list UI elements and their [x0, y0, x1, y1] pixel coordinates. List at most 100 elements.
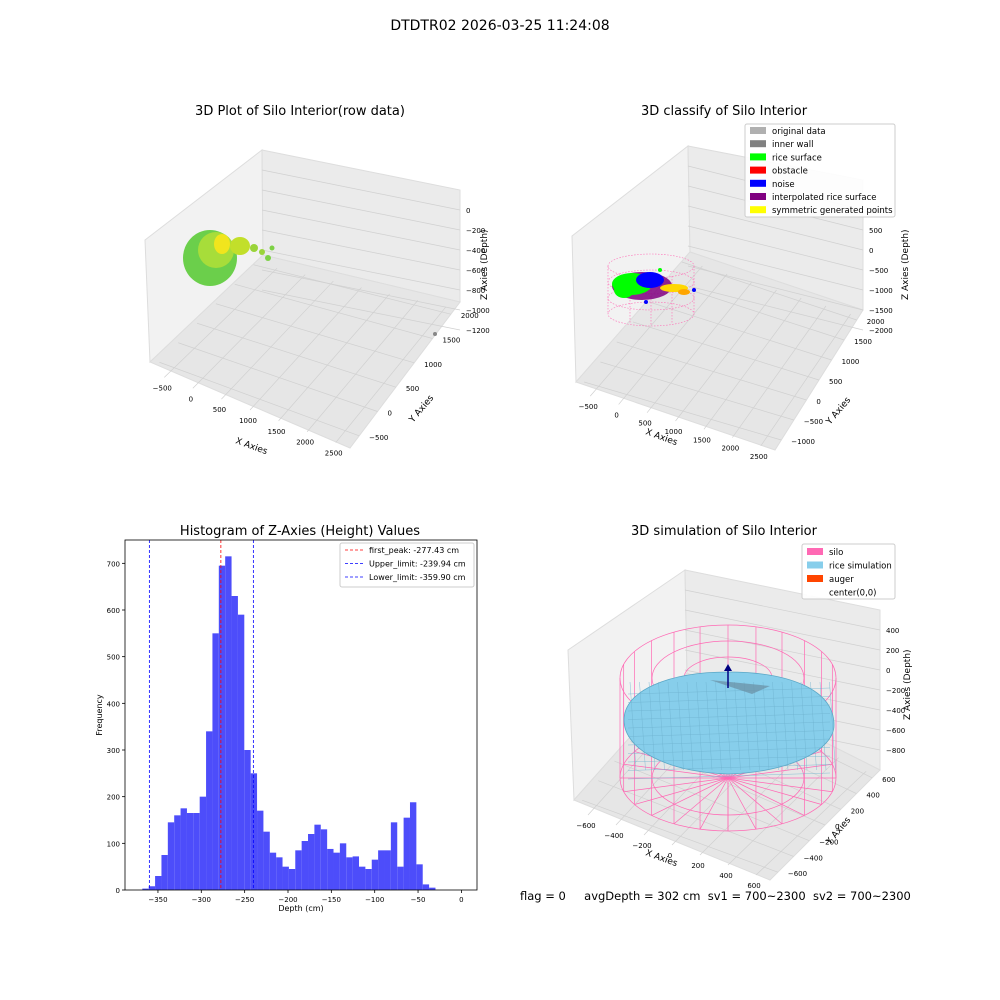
- p4-ytick-label: −400: [804, 854, 823, 862]
- hist-bar: [339, 843, 347, 890]
- p1-ztick-label: −200: [466, 227, 485, 235]
- p1-point-cloud: [183, 230, 437, 336]
- p2-ytick-label: 0: [816, 398, 820, 406]
- p2-ytick-label: 500: [829, 378, 842, 386]
- status-flag: flag = 0: [520, 889, 566, 903]
- status-sv2: sv2 = 700~2300: [812, 889, 911, 903]
- p1-ylabel: Y Axies: [407, 393, 436, 425]
- p2-xtick-label: 1500: [693, 436, 711, 444]
- p4-legend-label: center(0,0): [829, 589, 877, 599]
- p4-legend-label: silo: [829, 548, 843, 558]
- hist-bar: [199, 796, 207, 890]
- p4-ztick-label: −600: [886, 727, 905, 735]
- p1-xtick-label: 1000: [239, 417, 257, 425]
- hist-bar: [167, 822, 175, 890]
- hist-bar: [225, 556, 232, 890]
- hist-xtick-label: −300: [192, 896, 211, 904]
- p2-ztick-label: −2000: [869, 327, 893, 335]
- p4-ytick-label: 200: [851, 807, 864, 815]
- p4-ztick-label: −800: [886, 747, 905, 755]
- p2-ylabel: Y Axies: [824, 395, 853, 427]
- hist-ytick-label: 400: [107, 700, 120, 708]
- p4-zlabel: Z Axies (Depth): [903, 649, 913, 720]
- p2-xtick-label: 500: [638, 420, 651, 428]
- hist-ytick-label: 200: [107, 794, 120, 802]
- p2-ztick-label: 500: [869, 227, 882, 235]
- hist-bar: [218, 565, 226, 890]
- p4-auger: [724, 664, 732, 688]
- p4-ztick-label: 200: [886, 647, 899, 655]
- hist-bar: [352, 856, 360, 890]
- hist-bar: [244, 750, 251, 890]
- p4-xtick-label: −200: [632, 842, 651, 850]
- p4-ztick-label: 0: [886, 667, 890, 675]
- p4-xtick-label: 0: [668, 852, 672, 860]
- hist-bar: [263, 831, 270, 890]
- p1-xtick-label: 1500: [268, 428, 286, 436]
- hist-bar: [333, 852, 340, 890]
- panel2-title: 3D classify of Silo Interior: [640, 104, 808, 119]
- p1-ztick-label: −800: [466, 287, 485, 295]
- status-line: flag = 0 avgDepth = 302 cm sv1 = 700~230…: [520, 889, 911, 903]
- p4-legend-label: rice simulation: [829, 562, 892, 572]
- hist-bar: [180, 808, 187, 890]
- p2-legend-swatch: [750, 153, 766, 161]
- hist-bar: [416, 864, 423, 890]
- p4-xtick-label: 600: [747, 882, 760, 890]
- p2-legend-swatch: [750, 127, 766, 134]
- hist-bar: [193, 813, 200, 890]
- hist-ytick-label: 100: [107, 840, 120, 848]
- p4-ytick-label: 0: [835, 823, 839, 831]
- p4-legend: silo rice simulation auger center(0,0): [801, 543, 896, 600]
- p2-ytick-label: −1000: [791, 438, 815, 446]
- hist-ytick-label: 300: [107, 747, 120, 755]
- hist-xtick-label: −50: [411, 896, 426, 904]
- p4-ztick-label: −200: [886, 687, 905, 695]
- p1-ztick-label: −600: [466, 267, 485, 275]
- hist-bar: [148, 886, 156, 890]
- p4-ztick-label: 400: [886, 627, 899, 635]
- hist-legend-label: Upper_limit: -239.94 cm: [369, 560, 466, 569]
- hist-bar: [186, 813, 194, 890]
- p1-ytick-label: −500: [369, 434, 388, 442]
- p1-ytick-label: 1000: [424, 361, 442, 369]
- hist-bar: [429, 887, 436, 890]
- hist-bar: [365, 869, 372, 890]
- p2-ztick-label: −1000: [869, 287, 893, 295]
- p1-xtick-label: 0: [189, 395, 193, 403]
- hist-bar: [422, 884, 430, 890]
- hist-bar: [359, 866, 366, 890]
- p1-ztick-label: −1200: [466, 327, 490, 335]
- hist-xtick-label: −250: [235, 896, 254, 904]
- status-sv1: sv1 = 700~2300: [707, 889, 806, 903]
- p2-ztick-label: −500: [869, 267, 888, 275]
- p1-xtick-label: 2000: [296, 439, 314, 447]
- p1-xtick-label: 2500: [325, 450, 343, 458]
- p4-ytick-label: 400: [866, 792, 879, 800]
- p4-legend-swatch: [807, 548, 823, 555]
- hist-bar: [384, 850, 391, 890]
- p1-ztick-label: −1000: [466, 307, 490, 315]
- p2-legend-swatch: [750, 166, 766, 174]
- p2-legend-label: rice surface: [772, 153, 822, 163]
- p4-legend-swatch: [807, 575, 823, 582]
- p1-pane-floor: [149, 254, 461, 449]
- hist-xlabel: Depth (cm): [278, 904, 323, 913]
- p2-legend-swatch: [750, 206, 766, 214]
- panel1-3d-scatter: −500 0 500 1000 1500 2000 2500 −500 0 500 1000 1500…: [144, 148, 490, 458]
- p1-ytick-label: 500: [406, 385, 419, 393]
- hist-ylabel: Frequency: [95, 694, 104, 736]
- p4-legend-swatch: [807, 588, 823, 596]
- p1-xtick-label: −500: [153, 384, 172, 392]
- hist-bar: [155, 876, 162, 890]
- hist-bar: [257, 810, 264, 890]
- p1-xtick-label: 500: [213, 406, 226, 414]
- p2-legend-swatch: [750, 179, 766, 187]
- p1-ytick-label: 0: [388, 410, 392, 418]
- panel4-3d-simulation: −600−400−2000200400600−600−400−200020040…: [567, 543, 913, 890]
- hist-bar: [237, 614, 245, 890]
- hist-ytick-label: 600: [107, 607, 120, 615]
- hist-xtick-label: −100: [365, 896, 384, 904]
- p4-ytick-label: −600: [788, 870, 807, 878]
- hist-legend-label: first_peak: -277.43 cm: [369, 546, 459, 555]
